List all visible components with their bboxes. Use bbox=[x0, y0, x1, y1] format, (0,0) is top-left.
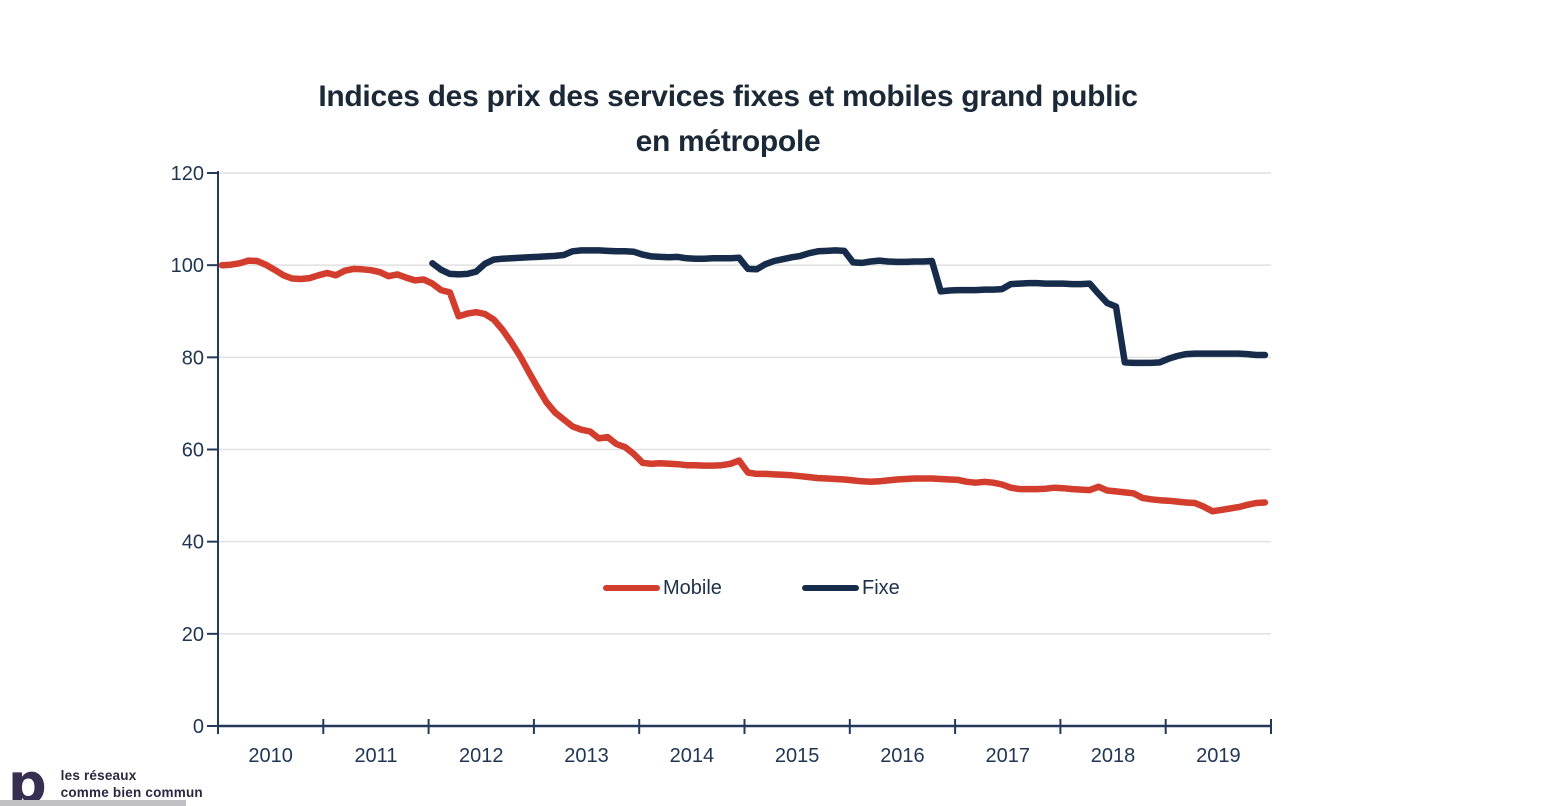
y-axis-label: 40 bbox=[182, 532, 204, 554]
y-axis-label: 60 bbox=[182, 440, 204, 462]
x-axis-labels: 2010 2011 2012 2013 2014 2015 2016 2017 2018 2019 bbox=[248, 745, 1240, 767]
gridlines bbox=[218, 172, 1271, 635]
x-axis-label: 2010 bbox=[248, 745, 293, 767]
logo-underline-bar bbox=[0, 800, 186, 806]
fixe-legend-label: Fixe bbox=[862, 576, 900, 599]
logo-tagline-line2: comme bien commun bbox=[60, 785, 203, 800]
chart-title: Indices des prix des services fixes et m… bbox=[0, 74, 1456, 164]
chart-title-line1: Indices des prix des services fixes et m… bbox=[318, 80, 1138, 113]
x-axis-label: 2011 bbox=[354, 745, 397, 767]
x-axis-label: 2015 bbox=[775, 745, 820, 767]
x-axis-label: 2017 bbox=[986, 745, 1031, 767]
y-axis-label: 20 bbox=[182, 624, 204, 646]
legend-item-fixe: Fixe bbox=[802, 575, 900, 601]
y-axis-label: 100 bbox=[171, 255, 204, 277]
mobile-legend-label: Mobile bbox=[663, 576, 722, 599]
x-axis-label: 2019 bbox=[1196, 745, 1241, 767]
y-axis-label: 120 bbox=[171, 163, 204, 185]
logo-p-icon: p bbox=[8, 752, 47, 806]
x-axis-label: 2012 bbox=[459, 745, 504, 767]
axes bbox=[207, 171, 1272, 734]
x-axis-label: 2013 bbox=[564, 745, 609, 767]
logo-tagline-line1: les réseaux bbox=[60, 768, 137, 783]
x-axis-label: 2018 bbox=[1091, 745, 1136, 767]
mobile-legend-swatch bbox=[603, 585, 660, 591]
y-axis-label: 80 bbox=[182, 347, 204, 369]
chart-title-line2: en métropole bbox=[635, 125, 821, 158]
y-axis-labels: 0 20 40 60 80 100 120 bbox=[171, 163, 204, 738]
x-axis-label: 2014 bbox=[670, 745, 715, 767]
logo-tagline: les réseaux comme bien commun bbox=[61, 764, 203, 801]
x-axis-label: 2016 bbox=[880, 745, 925, 767]
fixe-series-line bbox=[429, 247, 1269, 367]
legend-item-mobile: Mobile bbox=[603, 575, 722, 601]
publisher-logo: p les réseaux comme bien commun bbox=[8, 752, 203, 806]
mobile-series-line bbox=[218, 257, 1269, 515]
y-axis-label: 0 bbox=[193, 716, 204, 738]
fixe-legend-swatch bbox=[802, 585, 859, 591]
